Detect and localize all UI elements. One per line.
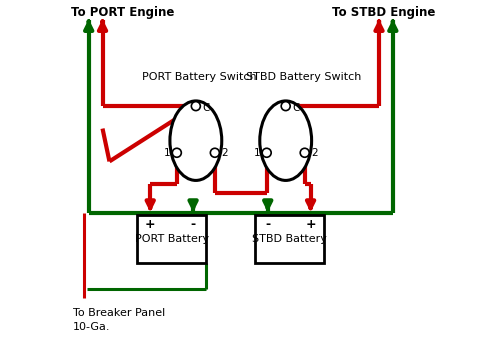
Bar bbox=[137, 215, 206, 263]
Ellipse shape bbox=[259, 101, 311, 180]
Bar bbox=[254, 215, 323, 263]
Text: 1: 1 bbox=[253, 148, 260, 158]
Text: STBD Battery Switch: STBD Battery Switch bbox=[245, 72, 361, 82]
Circle shape bbox=[300, 148, 309, 157]
Text: C: C bbox=[202, 103, 209, 113]
Circle shape bbox=[191, 102, 200, 111]
Text: -: - bbox=[190, 218, 195, 231]
Text: To Breaker Panel: To Breaker Panel bbox=[73, 308, 165, 319]
Text: C: C bbox=[291, 103, 299, 113]
Circle shape bbox=[281, 102, 289, 111]
Text: +: + bbox=[304, 218, 315, 231]
Text: 2: 2 bbox=[221, 148, 227, 158]
Text: To STBD Engine: To STBD Engine bbox=[332, 6, 435, 19]
Text: To PORT Engine: To PORT Engine bbox=[71, 6, 174, 19]
Text: PORT Battery Switch: PORT Battery Switch bbox=[142, 72, 257, 82]
Text: +: + bbox=[145, 218, 155, 231]
Text: 10-Ga.: 10-Ga. bbox=[73, 322, 110, 332]
Circle shape bbox=[210, 148, 219, 157]
Circle shape bbox=[172, 148, 181, 157]
Text: PORT Battery: PORT Battery bbox=[134, 234, 208, 244]
Circle shape bbox=[262, 148, 271, 157]
Text: 1: 1 bbox=[164, 148, 170, 158]
Text: -: - bbox=[265, 218, 270, 231]
Text: STBD Battery: STBD Battery bbox=[251, 234, 326, 244]
Text: 2: 2 bbox=[310, 148, 317, 158]
Ellipse shape bbox=[169, 101, 221, 180]
